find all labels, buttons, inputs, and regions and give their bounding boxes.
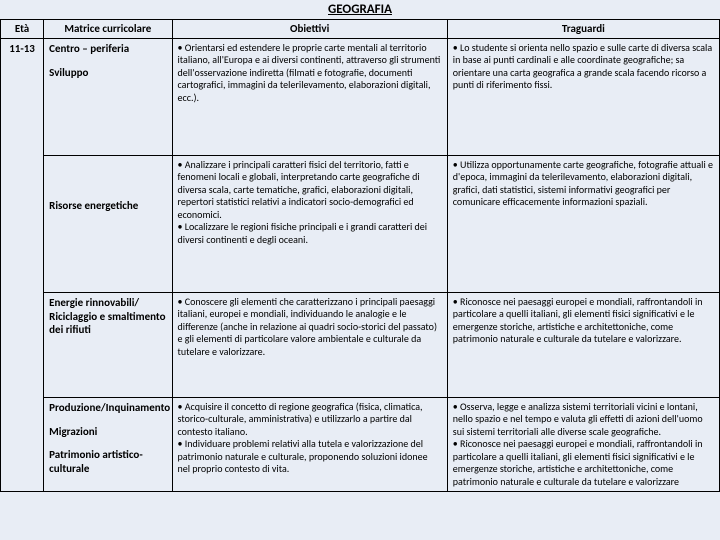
matrice-g1: Centro – periferia Sviluppo bbox=[44, 38, 172, 155]
row-group-2: Risorse energetiche • Analizzare i princ… bbox=[1, 155, 720, 292]
row-group-4: Produzione/Inquinamento Migrazioni Patri… bbox=[1, 397, 720, 492]
header-row: Età Matrice curricolare Obiettivi Tragua… bbox=[1, 20, 720, 39]
traguardi-g1: • Lo studente si orienta nello spazio e … bbox=[447, 38, 719, 155]
obiettivi-g1: • Orientarsi ed estendere le proprie car… bbox=[172, 38, 447, 155]
header-matrice: Matrice curricolare bbox=[44, 20, 172, 39]
matrice-g4: Produzione/Inquinamento Migrazioni Patri… bbox=[44, 397, 172, 492]
matrice-g4c: Patrimonio artistico-culturale bbox=[49, 448, 166, 476]
matrice-g4a: Produzione/Inquinamento bbox=[49, 401, 166, 415]
obiettivi-g3: • Conoscere gli elementi che caratterizz… bbox=[172, 292, 447, 397]
traguardi-g3: • Riconosce nei paesaggi europei e mondi… bbox=[447, 292, 719, 397]
page-title: GEOGRAFIA bbox=[0, 0, 720, 19]
obiettivi-g2: • Analizzare i principali caratteri fisi… bbox=[172, 155, 447, 292]
curriculum-table: Età Matrice curricolare Obiettivi Tragua… bbox=[0, 19, 720, 492]
eta-cell: 11-13 bbox=[1, 38, 44, 492]
header-traguardi: Traguardi bbox=[447, 20, 719, 39]
obiettivi-g4: • Acquisire il concetto di regione geogr… bbox=[172, 397, 447, 492]
matrice-g3: Energie rinnovabili/ Riciclaggio e smalt… bbox=[44, 292, 172, 397]
traguardi-g2: • Utilizza opportunamente carte geografi… bbox=[447, 155, 719, 292]
traguardi-g4: • Osserva, legge e analizza sistemi terr… bbox=[447, 397, 719, 492]
header-obiettivi: Obiettivi bbox=[172, 20, 447, 39]
matrice-g3a: Energie rinnovabili/ Riciclaggio e smalt… bbox=[49, 296, 166, 337]
header-eta: Età bbox=[1, 20, 44, 39]
matrice-g1b: Sviluppo bbox=[49, 66, 166, 80]
row-group-1: 11-13 Centro – periferia Sviluppo • Orie… bbox=[1, 38, 720, 155]
matrice-g2a: Risorse energetiche bbox=[49, 199, 166, 213]
row-group-3: Energie rinnovabili/ Riciclaggio e smalt… bbox=[1, 292, 720, 397]
matrice-g1a: Centro – periferia bbox=[49, 42, 166, 56]
matrice-g2: Risorse energetiche bbox=[44, 155, 172, 292]
matrice-g4b: Migrazioni bbox=[49, 425, 166, 439]
